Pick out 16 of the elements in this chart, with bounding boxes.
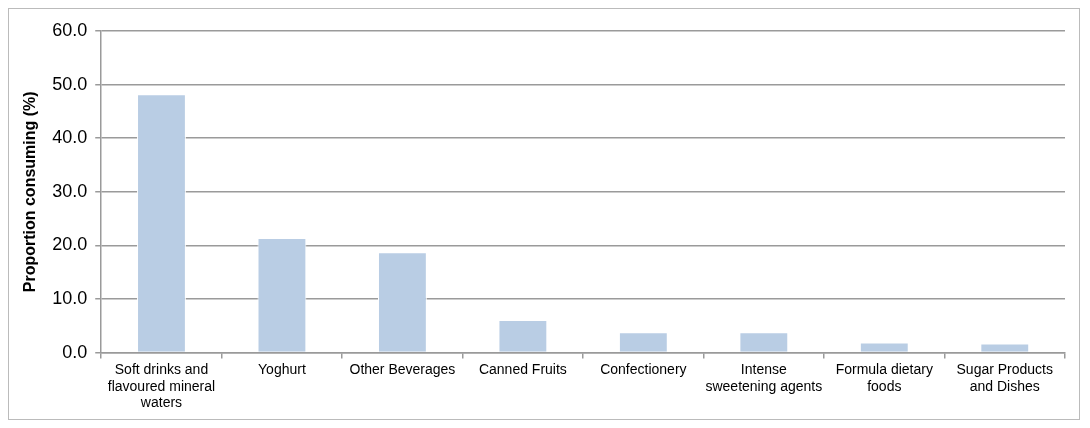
y-tick-label: 10.0 [52, 287, 88, 308]
y-axis-title: Proportion consuming (%) [21, 91, 39, 293]
y-tick-label: 50.0 [52, 73, 88, 94]
y-tick-label: 20.0 [52, 234, 88, 255]
y-tick-label: 40.0 [52, 127, 88, 148]
x-tick-label: Soft drinks and flavoured mineral waters [107, 360, 216, 411]
x-tick-label: Formula dietary foods [835, 360, 933, 394]
x-tick-label: Sugar Products and Dishes [956, 360, 1054, 394]
y-tick-label: 60.0 [52, 19, 88, 40]
x-tick-label: Intense sweetening agents [705, 360, 823, 394]
x-tick-label: Yoghurt [258, 360, 306, 377]
x-tick-label: Other Beverages [349, 360, 456, 377]
y-tick-label: 30.0 [52, 180, 88, 201]
x-tick-label: Canned Fruits [478, 360, 567, 377]
y-tick-label: 0.0 [62, 341, 88, 362]
x-tick-label: Confectionery [600, 360, 687, 377]
